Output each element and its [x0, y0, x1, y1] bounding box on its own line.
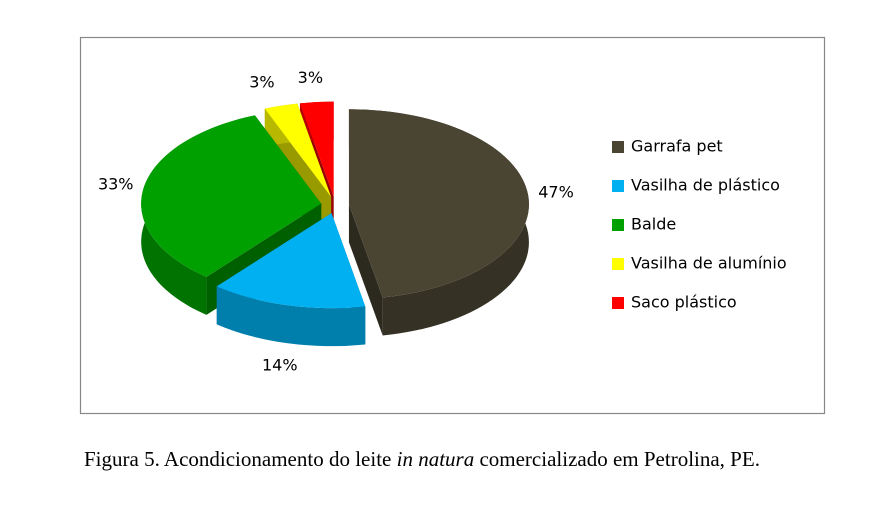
data-label: 14% [262, 356, 298, 375]
pie-tops [141, 101, 529, 309]
pie-slice [299, 101, 334, 197]
legend-swatch [612, 180, 624, 192]
caption-text: comercializado em Petrolina, PE. [474, 447, 760, 471]
data-label: 47% [538, 183, 574, 202]
slice-side [216, 286, 366, 347]
caption: Figura 5. Acondicionamento do leite in n… [84, 446, 844, 473]
legend-swatch [612, 297, 624, 309]
legend-label: Garrafa pet [631, 137, 723, 156]
chart: 47% 14% 33% 3% 3% Garrafa pet Vasilha de plást… [79, 36, 826, 415]
pie-slice [264, 103, 332, 197]
legend-swatch [612, 141, 624, 153]
legend-label: Vasilha de plástico [631, 176, 780, 195]
pie-slice [216, 213, 366, 309]
legend-label: Balde [631, 215, 676, 234]
caption-text: Figura 5. Acondicionamento do leite [84, 447, 397, 471]
legend-swatch [612, 258, 624, 270]
legend-label: Vasilha de alumínio [631, 254, 787, 273]
data-label: 3% [249, 73, 274, 92]
legend-label: Saco plástico [631, 293, 737, 312]
pie-slice [348, 109, 529, 298]
slice-wall [348, 204, 383, 336]
legend-swatch [612, 219, 624, 231]
caption-italic: in natura [396, 447, 475, 471]
data-label: 3% [298, 68, 323, 87]
pie-slice [141, 115, 322, 277]
data-label: 33% [98, 175, 134, 194]
